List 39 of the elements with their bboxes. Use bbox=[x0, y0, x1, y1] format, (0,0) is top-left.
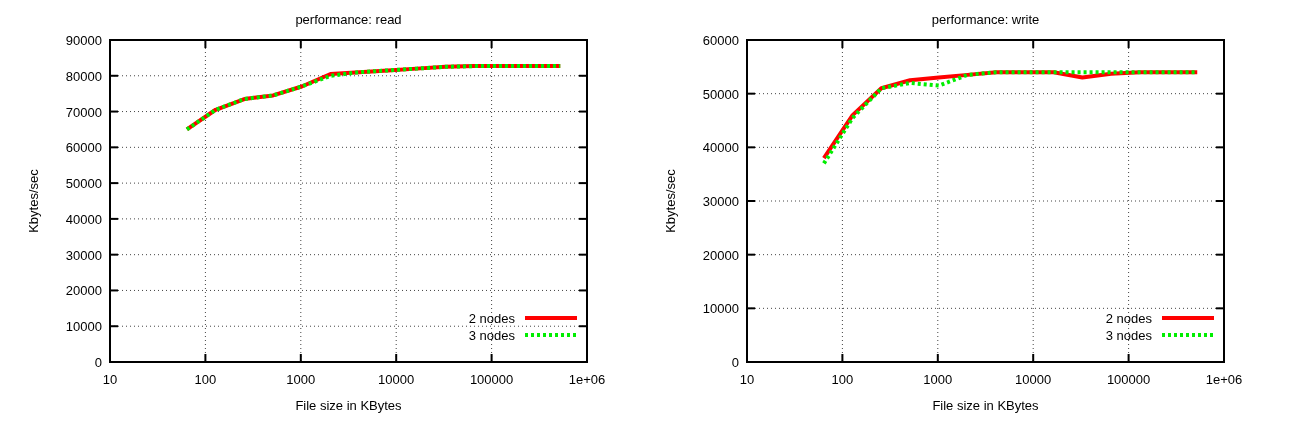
y-tick-label: 20000 bbox=[702, 247, 739, 263]
y-tick-label: 0 bbox=[731, 355, 739, 370]
y-tick-label: 50000 bbox=[65, 176, 102, 192]
y-tick-label: 60000 bbox=[65, 140, 102, 156]
y-tick-label: 60000 bbox=[702, 33, 739, 48]
legend-label: 2 nodes bbox=[1105, 311, 1153, 326]
x-tick-label: 1000 bbox=[286, 372, 316, 387]
y-tick-label: 70000 bbox=[65, 104, 102, 120]
y-tick-label: 40000 bbox=[702, 140, 739, 156]
x-tick-label: 10 bbox=[102, 372, 118, 387]
y-tick-label: 20000 bbox=[65, 283, 102, 299]
y-tick-label: 80000 bbox=[65, 68, 102, 84]
y-tick-label: 30000 bbox=[702, 194, 739, 209]
x-tick-label: 100 bbox=[831, 372, 854, 387]
chart-title: performance: write bbox=[931, 12, 1040, 27]
x-tick-label: 100 bbox=[194, 372, 217, 387]
y-tick-label: 30000 bbox=[65, 247, 102, 263]
x-tick-label: 10000 bbox=[378, 372, 415, 387]
x-tick-label: 1e+06 bbox=[1205, 372, 1243, 387]
legend-label: 3 nodes bbox=[1105, 328, 1153, 343]
y-tick-label: 90000 bbox=[65, 33, 102, 48]
y-tick-label: 10000 bbox=[702, 301, 739, 317]
y-axis-title: Kbytes/sec bbox=[26, 168, 41, 233]
x-tick-label: 10 bbox=[739, 372, 755, 387]
x-tick-label: 100000 bbox=[469, 372, 514, 387]
x-tick-label: 100000 bbox=[1106, 372, 1151, 387]
y-tick-label: 50000 bbox=[702, 86, 739, 102]
x-tick-label: 1000 bbox=[923, 372, 953, 387]
y-tick-label: 40000 bbox=[65, 211, 102, 227]
y-tick-label: 10000 bbox=[65, 319, 102, 335]
x-tick-label: 1e+06 bbox=[568, 372, 606, 387]
y-axis-title: Kbytes/sec bbox=[663, 168, 678, 233]
legend-label: 2 nodes bbox=[468, 311, 516, 326]
x-axis-title: File size in KBytes bbox=[295, 398, 403, 413]
legend-label: 3 nodes bbox=[468, 328, 516, 343]
x-axis-title: File size in KBytes bbox=[932, 398, 1040, 413]
chart-title: performance: read bbox=[295, 12, 402, 27]
y-tick-label: 0 bbox=[94, 355, 102, 370]
x-tick-label: 10000 bbox=[1015, 372, 1052, 387]
